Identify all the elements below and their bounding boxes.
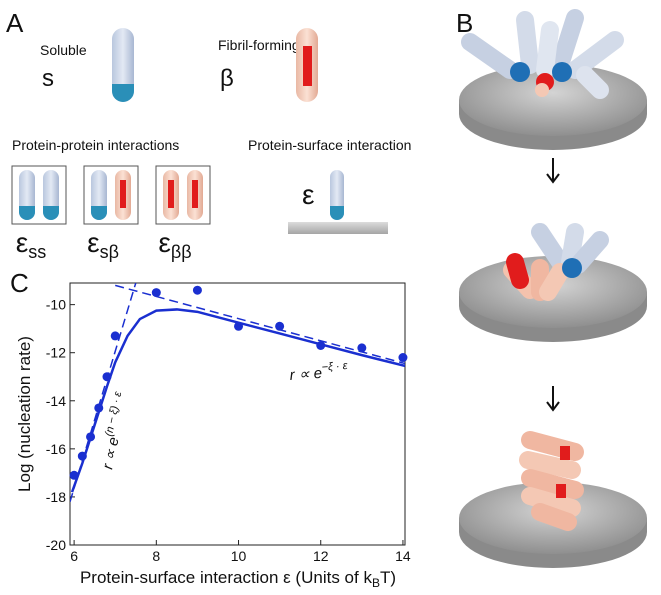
data-point (234, 322, 243, 331)
y-tick-label: -10 (46, 297, 66, 313)
data-point (78, 452, 87, 461)
annotation: r ∝ e−ξ · ε (289, 360, 349, 384)
species-name: Fibril-forming (218, 37, 300, 53)
data-point (316, 341, 325, 350)
section-title: Protein-protein interactions (12, 137, 179, 153)
data-point (70, 471, 79, 480)
data-point (94, 403, 103, 412)
x-tick-label: 10 (231, 548, 247, 564)
data-point (86, 432, 95, 441)
pair-sb (84, 166, 138, 224)
y-tick-label: -12 (46, 345, 66, 361)
data-point (111, 331, 120, 340)
x-tick-label: 12 (313, 548, 329, 564)
arrow (547, 386, 559, 410)
surface-symbol: ε (302, 179, 314, 210)
y-tick-label: -14 (46, 393, 66, 409)
pair-ss (12, 166, 66, 224)
soluble-rod (112, 28, 134, 102)
figure: A Soluble s Fibril-forming β Protein-pro… (0, 0, 661, 590)
species-name: Soluble (40, 42, 87, 58)
surface-disk (459, 232, 647, 342)
surface-disk (459, 440, 647, 568)
data-point (193, 286, 202, 295)
y-tick-label: -18 (46, 489, 66, 505)
section-title: Protein-surface interaction (248, 137, 411, 153)
panel-label: A (6, 8, 24, 38)
x-tick-label: 8 (152, 548, 160, 564)
fibril-rod (296, 28, 318, 102)
interaction-symbol: εββ (158, 227, 191, 262)
data-point (275, 322, 284, 331)
panel-label: C (10, 268, 29, 298)
data-point (152, 288, 161, 297)
interaction-symbol: εss (16, 227, 46, 262)
data-point (398, 353, 407, 362)
x-tick-label: 6 (70, 548, 78, 564)
interaction-symbol: εsβ (87, 227, 119, 262)
species-symbol: s (42, 65, 54, 92)
x-axis-label: Protein-surface interaction ε (Units of … (80, 568, 396, 590)
pair-bb (156, 166, 210, 224)
surface-disk (459, 18, 647, 150)
arrow (547, 158, 559, 182)
species-symbol: β (220, 65, 234, 92)
x-tick-label: 14 (395, 548, 411, 564)
data-point (102, 372, 111, 381)
y-tick-label: -20 (46, 537, 66, 553)
y-tick-label: -16 (46, 441, 66, 457)
data-point (357, 343, 366, 352)
y-axis-label: Log (nucleation rate) (15, 336, 34, 492)
